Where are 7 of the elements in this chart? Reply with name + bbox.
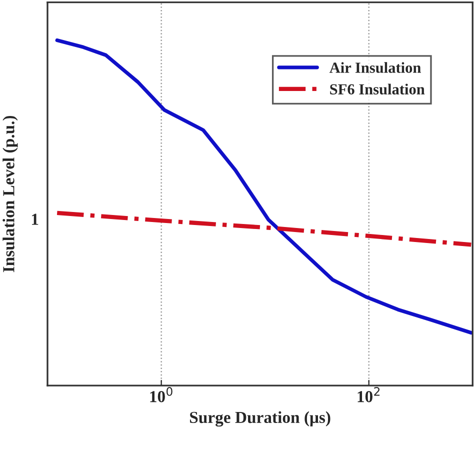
y-axis-title: Insulation Level (p.u.): [2, 116, 18, 272]
legend-label: SF6 Insulation: [330, 84, 425, 95]
text: 1: [32, 214, 38, 225]
x-tick-label: 10$^{0}$: [150, 387, 172, 402]
x-axis-title: Surge Duration (μs): [190, 411, 330, 427]
x-tick-label: 10$^{2}$: [358, 387, 380, 402]
legend-label: Air Insulation: [329, 62, 421, 73]
